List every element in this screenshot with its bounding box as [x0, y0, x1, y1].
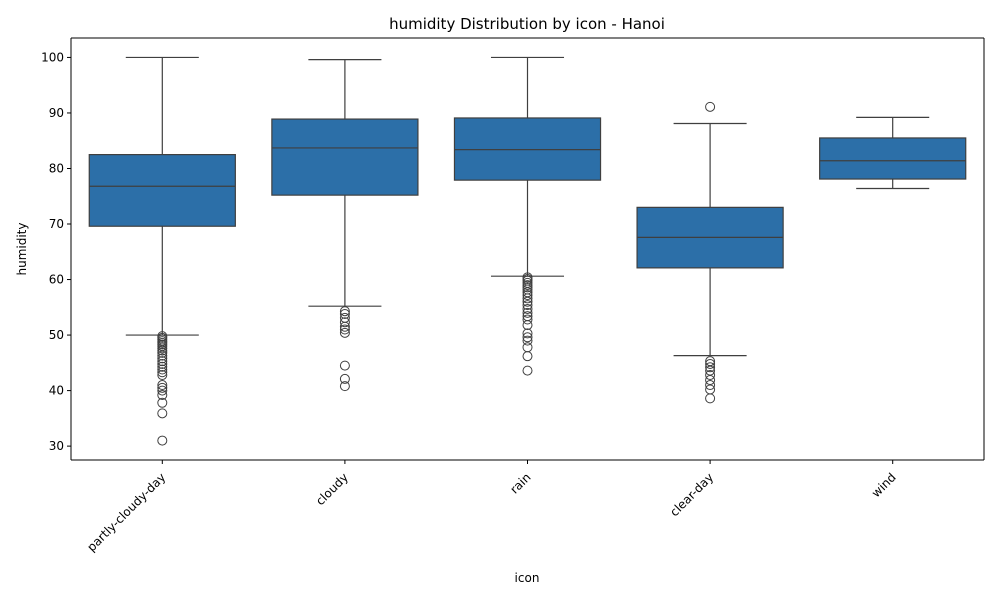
outlier-point	[705, 101, 716, 112]
outlier-point	[339, 306, 350, 317]
outlier-point	[157, 364, 168, 375]
outlier-point	[339, 317, 350, 328]
outlier-point	[157, 390, 168, 401]
box-partly-cloudy-day	[88, 154, 236, 227]
box-group-clear-day	[636, 101, 784, 404]
x-tick-label-clear-day: clear-day	[667, 470, 716, 519]
outlier-point	[705, 393, 716, 404]
outlier-point	[157, 343, 168, 354]
x-tick-label-wind: wind	[869, 470, 899, 500]
y-tick-label: 60	[49, 273, 64, 287]
outlier-point	[522, 351, 533, 362]
box-group-rain	[453, 56, 602, 376]
y-tick-label: 100	[41, 50, 64, 64]
x-axis-title: icon	[515, 571, 540, 585]
y-tick-label: 50	[49, 328, 64, 342]
outlier-point	[339, 381, 350, 392]
y-tick-label: 40	[49, 384, 64, 398]
outlier-point	[522, 293, 533, 304]
boxes-layer	[88, 56, 967, 446]
outlier-point	[339, 360, 350, 371]
outlier-point	[522, 290, 533, 301]
box-group-partly-cloudy-day	[88, 56, 236, 446]
outlier-point	[705, 370, 716, 381]
outlier-point	[705, 380, 716, 391]
y-tick-label: 30	[49, 439, 64, 453]
outlier-point	[522, 320, 533, 331]
outlier-point	[157, 358, 168, 369]
chart-title: humidity Distribution by icon - Hanoi	[389, 15, 665, 33]
outlier-point	[522, 314, 533, 325]
outlier-point	[522, 328, 533, 339]
outlier-point	[157, 435, 168, 446]
outlier-point	[705, 358, 716, 369]
outlier-point	[157, 385, 168, 396]
outlier-point	[157, 397, 168, 408]
outlier-point	[157, 370, 168, 381]
outlier-point	[522, 365, 533, 376]
outlier-point	[522, 282, 533, 293]
y-tick-label: 80	[49, 161, 64, 175]
axes-layer: 30 40 50 60 70 80 90 100 partly-cloudy-day cloudy…	[41, 37, 985, 554]
box-cloudy	[271, 118, 419, 196]
outlier-point	[157, 347, 168, 358]
outlier-point	[157, 350, 168, 361]
outlier-point	[522, 296, 533, 307]
outlier-point	[157, 380, 168, 391]
outlier-point	[157, 356, 168, 367]
outlier-point	[157, 361, 168, 372]
outlier-point	[522, 303, 533, 314]
y-axis-title: humidity	[15, 223, 29, 276]
box-group-wind	[819, 116, 967, 190]
outlier-point	[522, 307, 533, 318]
outlier-point	[339, 321, 350, 332]
x-tick-label-rain: rain	[507, 470, 533, 496]
outlier-point	[339, 324, 350, 335]
y-tick-label: 90	[49, 106, 64, 120]
box-wind	[819, 137, 967, 180]
x-tick-label-partly-cloudy-day: partly-cloudy-day	[84, 470, 168, 554]
x-tick-label-cloudy: cloudy	[313, 470, 351, 508]
y-tick-label: 70	[49, 217, 64, 231]
outlier-point	[522, 335, 533, 346]
outlier-point	[157, 345, 168, 356]
outlier-point	[157, 382, 168, 393]
outlier-point	[157, 353, 168, 364]
outlier-point	[522, 280, 533, 291]
outlier-point	[157, 367, 168, 378]
outlier-point	[339, 308, 350, 319]
box-group-cloudy	[271, 59, 419, 392]
outlier-point	[522, 342, 533, 353]
outlier-point	[705, 362, 716, 373]
outlier-point	[522, 300, 533, 311]
outlier-point	[339, 373, 350, 384]
outlier-point	[157, 408, 168, 419]
outlier-point	[339, 327, 350, 338]
outlier-point	[522, 332, 533, 343]
